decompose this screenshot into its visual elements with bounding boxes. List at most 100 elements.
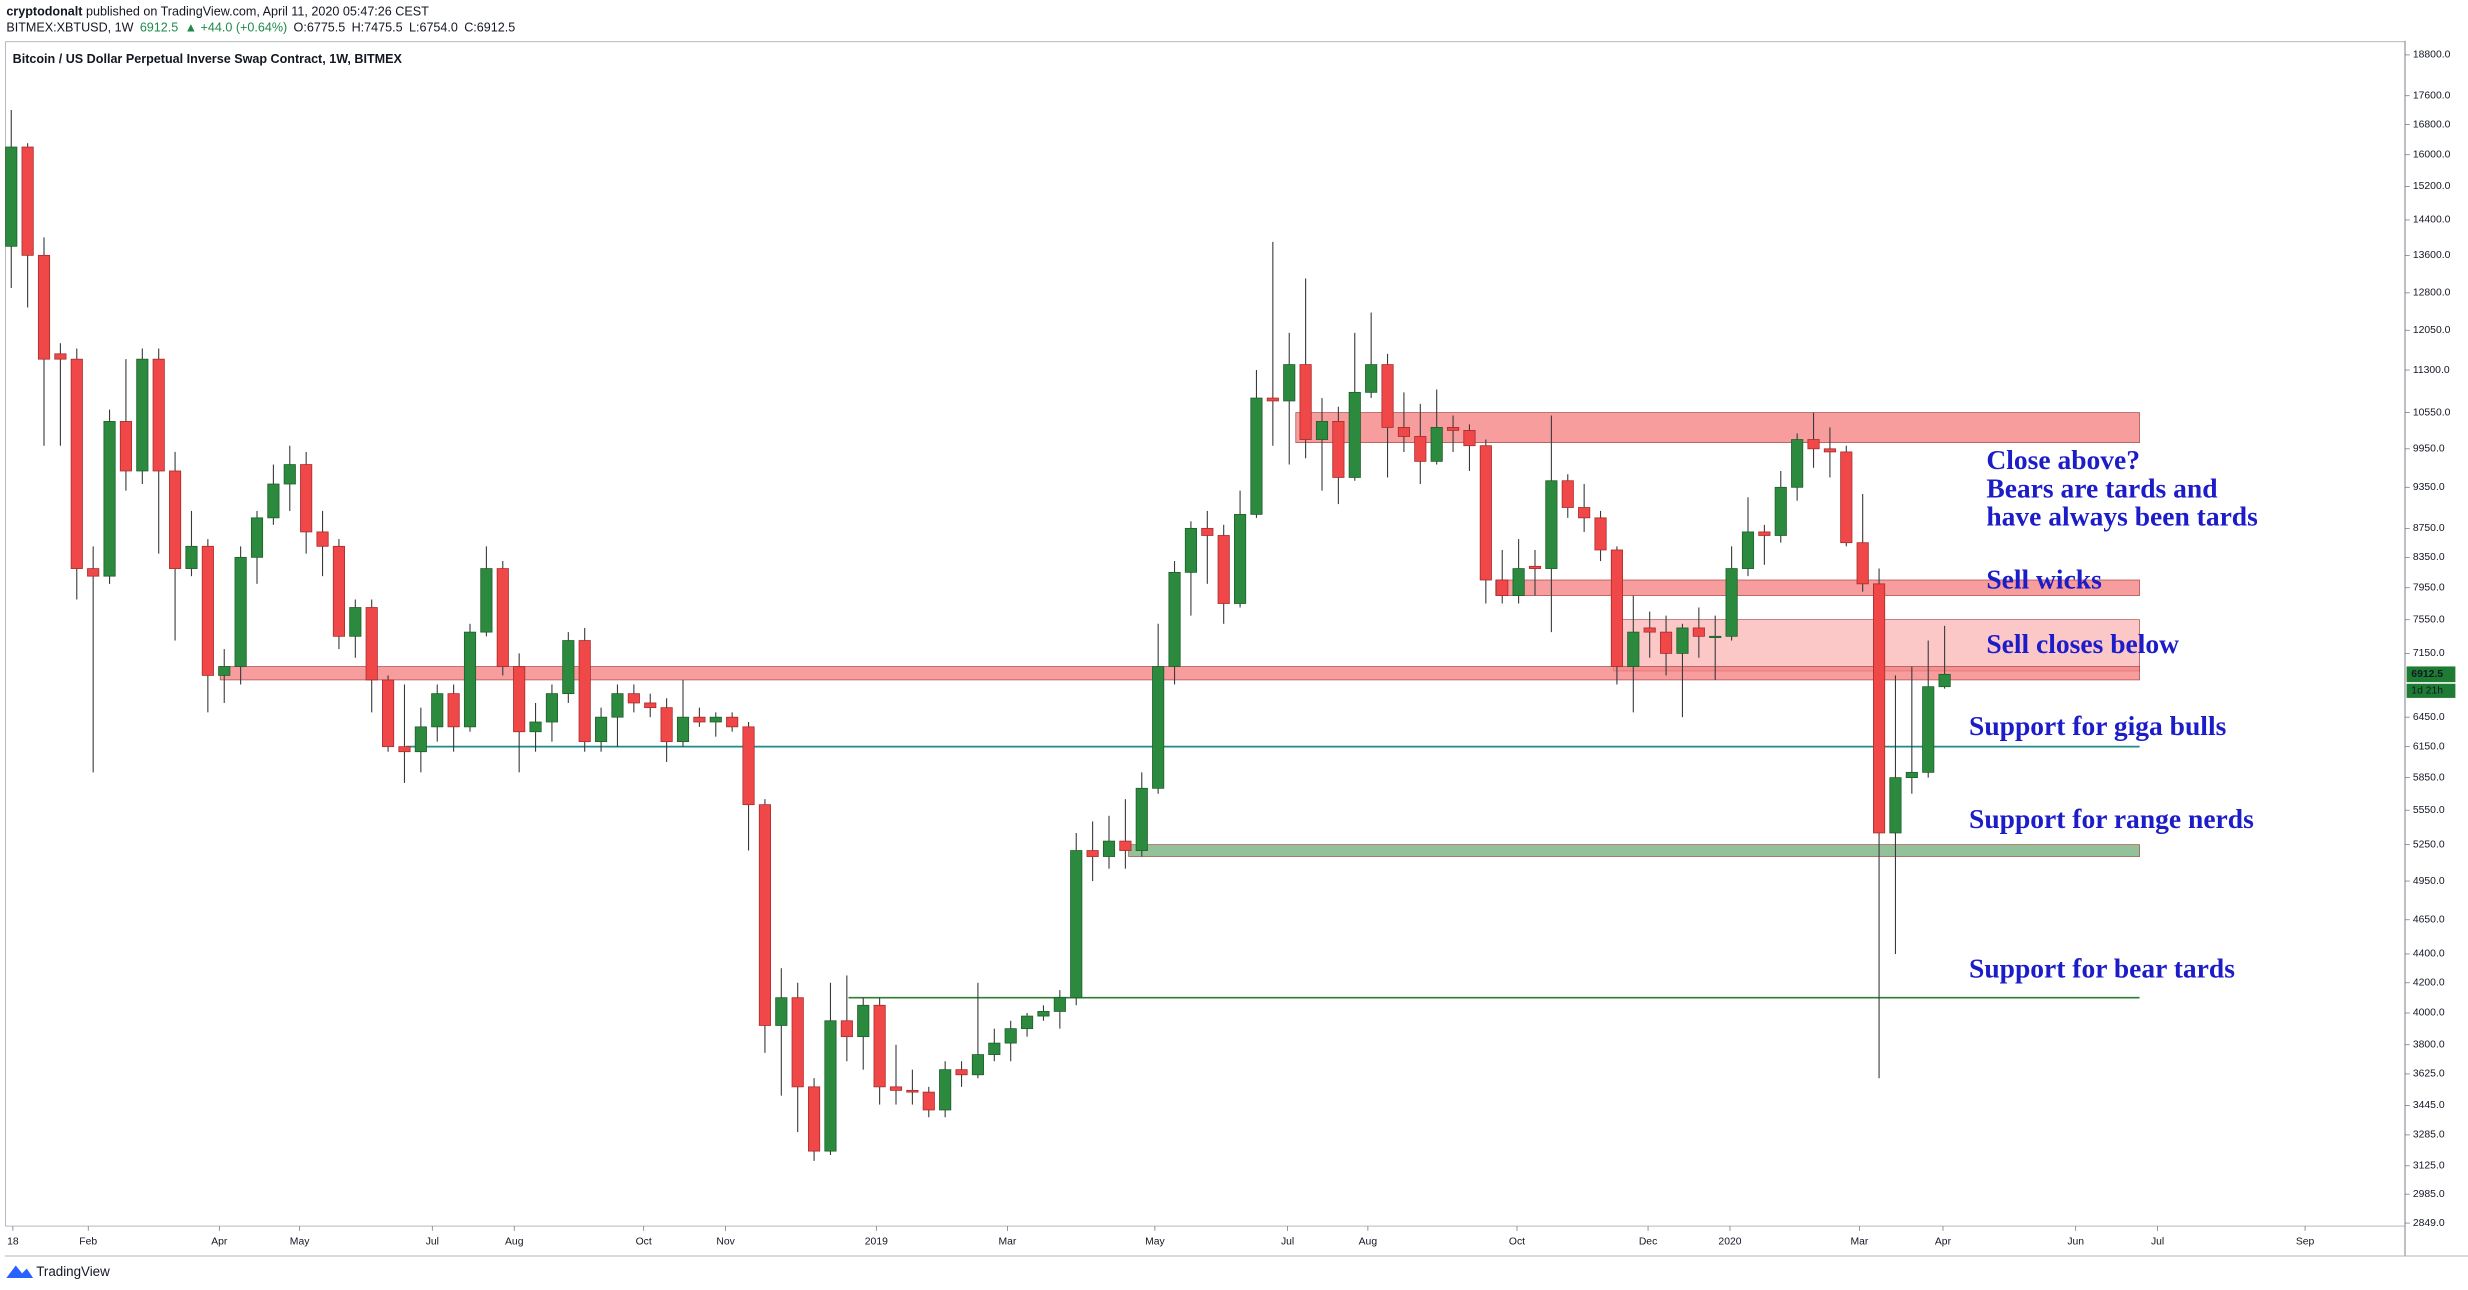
candle-body <box>54 353 67 360</box>
candle-body <box>1086 850 1099 857</box>
candle-body <box>840 1020 853 1038</box>
candle-body <box>1168 571 1181 667</box>
candle-body <box>496 568 509 667</box>
x-tick-label: May <box>1145 1237 1165 1248</box>
x-tick-label: Dec <box>1639 1237 1657 1248</box>
plot-layer: 18800.0 17600.0 16800.0 16000.0 15200.0 14400… <box>5 50 2456 1248</box>
y-tick-label: 4650.0 <box>2413 914 2445 925</box>
candle-body <box>1447 427 1460 431</box>
x-tick-label: 18 <box>7 1237 19 1248</box>
candle-body <box>300 464 313 533</box>
y-tick-label: 16000.0 <box>2413 149 2451 160</box>
y-tick-label: 15200.0 <box>2413 181 2451 192</box>
candle-body <box>349 607 362 637</box>
candle-body <box>1184 527 1197 573</box>
y-tick-label: 4400.0 <box>2413 949 2445 960</box>
y-tick-label: 12050.0 <box>2413 325 2451 336</box>
candle-body <box>185 545 198 569</box>
candle-body <box>87 568 100 577</box>
candle-body <box>676 716 690 743</box>
candle-body <box>611 693 624 718</box>
candle-body <box>709 716 722 723</box>
candle-body <box>1512 568 1525 596</box>
candle-body <box>1397 427 1410 437</box>
candle-body <box>332 545 345 637</box>
candle-body <box>1676 627 1689 654</box>
y-tick-label: 4950.0 <box>2413 876 2445 887</box>
y-tick-label: 3285.0 <box>2413 1130 2445 1141</box>
candle-body <box>1201 527 1214 536</box>
candle-body <box>873 1004 886 1088</box>
candle-body <box>922 1091 935 1111</box>
y-tick-label: 2849.0 <box>2413 1218 2445 1229</box>
x-tick-label: Oct <box>1509 1237 1525 1248</box>
y-tick-label: 7950.0 <box>2413 582 2445 593</box>
candle-body <box>742 726 755 806</box>
candle-body <box>660 707 673 743</box>
candle-body <box>1070 850 1083 999</box>
candle-body <box>1643 627 1656 633</box>
candle-body <box>889 1086 903 1091</box>
candle-body <box>1791 439 1804 488</box>
ohlc-open: O:6775.5 <box>294 21 346 35</box>
symbol-line: BITMEX:XBTUSD, 1W 6912.5 ▲ +44.0 (+0.64%) O… <box>6 21 515 35</box>
candle-body <box>857 1004 870 1038</box>
x-tick-label: Aug <box>1359 1237 1378 1248</box>
ohlc-low: L:6754.0 <box>409 21 458 35</box>
candle-body <box>955 1069 968 1076</box>
candle-body <box>21 146 34 256</box>
candle-body <box>1234 513 1247 604</box>
candle-body <box>595 716 608 743</box>
y-tick-label: 7550.0 <box>2413 614 2445 625</box>
candle-body <box>578 640 591 743</box>
x-tick-label: Nov <box>716 1237 735 1248</box>
candle-body <box>1725 568 1738 637</box>
candle-body <box>1004 1028 1017 1044</box>
candle-body <box>382 679 395 748</box>
candle-body <box>513 666 526 733</box>
y-tick-label: 12800.0 <box>2413 288 2451 299</box>
y-tick-label: 7150.0 <box>2413 648 2445 659</box>
candle-body <box>431 693 444 728</box>
brand: TradingView <box>36 1264 110 1279</box>
candle-body <box>1905 771 1918 779</box>
x-tick-label: Jun <box>2067 1237 2084 1248</box>
candle-body <box>693 716 706 723</box>
annotation: Sell closes below <box>1986 628 2179 659</box>
candle-body <box>1250 397 1263 515</box>
price-badge-label: 6912.5 <box>2411 669 2443 680</box>
candle-body <box>1414 436 1427 462</box>
candle-body <box>1266 397 1279 402</box>
price-badge <box>2406 666 2456 683</box>
y-tick-label: 4200.0 <box>2413 978 2445 989</box>
candle-body <box>775 997 788 1026</box>
annotation: Sell wicks <box>1986 564 2102 595</box>
candle-body <box>1463 430 1476 447</box>
candle-body <box>414 726 427 753</box>
candle-body <box>1594 517 1607 551</box>
x-tick-label: Aug <box>505 1237 524 1248</box>
annotation: Support for bear tards <box>1969 952 2235 983</box>
candle-body <box>480 568 493 633</box>
candle-body <box>1578 507 1591 519</box>
x-tick-label: Oct <box>636 1237 652 1248</box>
x-tick-label: May <box>290 1237 310 1248</box>
y-tick-label: 5250.0 <box>2413 839 2445 850</box>
candle-body <box>1709 635 1722 638</box>
annotation: Close above? <box>1986 444 2140 475</box>
x-tick-label: Feb <box>79 1237 97 1248</box>
candle-body <box>1283 364 1296 402</box>
zone <box>1495 579 2140 596</box>
candle-body <box>1873 583 1886 834</box>
candle-body <box>529 721 542 733</box>
x-tick-label: Jul <box>426 1237 439 1248</box>
y-tick-label: 8350.0 <box>2413 552 2445 563</box>
candle-body <box>1692 627 1705 637</box>
y-tick-label: 8750.0 <box>2413 523 2445 534</box>
candle-body <box>103 421 116 577</box>
y-tick-label: 6150.0 <box>2413 741 2445 752</box>
x-tick-label: 2019 <box>865 1237 888 1248</box>
candle-body <box>1037 1011 1050 1017</box>
published: published on TradingView.com, April 11, … <box>82 5 429 19</box>
y-tick-label: 18800.0 <box>2413 50 2451 61</box>
